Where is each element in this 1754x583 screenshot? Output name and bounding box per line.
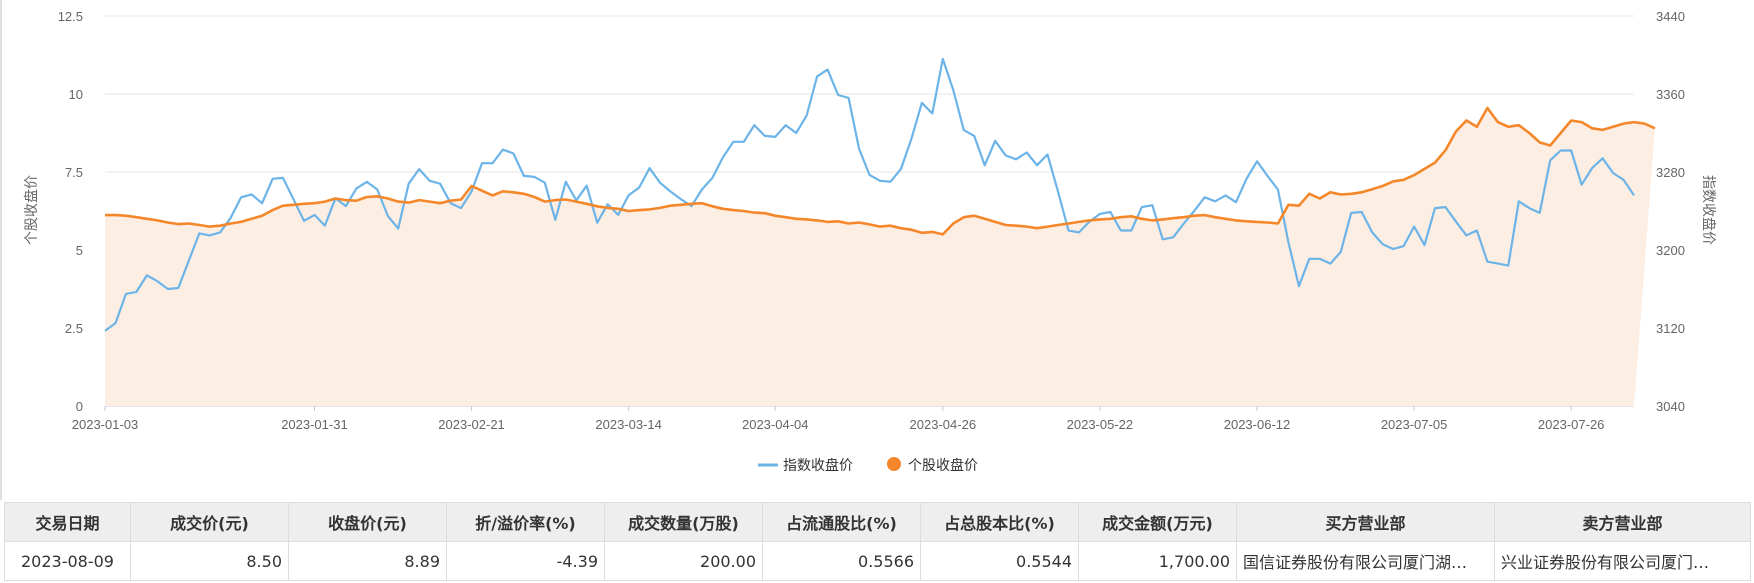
header-premium-rate[interactable]: 折/溢价率(%) [446,502,605,542]
y-left-tick-label: 7.5 [65,165,83,180]
header-deal-price[interactable]: 成交价(元) [130,502,289,542]
left-border [0,0,2,500]
price-chart: 0 3040 2.5 3120 5 3200 7.5 3280 10 3360 12.5 3440 20… [23,9,1717,474]
y-left-tick-label: 10 [69,87,83,102]
y-left-tick-label: 12.5 [58,9,83,24]
y-right-tick-label: 3280 [1656,165,1685,180]
header-volume[interactable]: 成交数量(万股) [604,502,763,542]
legend-stock-swatch [887,457,901,471]
y-left-tick-label: 0 [76,399,83,414]
table-row: 2023-08-09 8.50 8.89 -4.39 200.00 0.5566… [4,541,1751,581]
header-close-price[interactable]: 收盘价(元) [288,502,447,542]
index-line [104,57,1635,332]
cell-amount: 1,700.00 [1078,541,1237,581]
x-tick-label: 2023-01-31 [281,417,348,432]
y-left-tick-label: 5 [76,243,83,258]
axes: 0 3040 2.5 3120 5 3200 7.5 3280 10 3360 12.5 3440 20… [58,9,1685,432]
stock-area-fill [105,108,1655,406]
y-right-axis-title: 指数收盘价 [1700,175,1717,245]
cell-seller[interactable]: 兴业证券股份有限公司厦门… [1494,541,1751,581]
cell-premium-rate: -4.39 [446,541,605,581]
header-trade-date[interactable]: 交易日期 [4,502,131,542]
x-tick-label: 2023-05-22 [1067,417,1134,432]
cell-total-ratio: 0.5544 [920,541,1079,581]
y-left-tick-label: 2.5 [65,321,83,336]
cell-float-ratio: 0.5566 [762,541,921,581]
chart-canvas: 0 3040 2.5 3120 5 3200 7.5 3280 10 3360 12.5 3440 20… [23,9,1717,474]
x-tick-label: 2023-02-21 [438,417,505,432]
stock-line [105,106,1656,236]
index-series [104,57,1635,332]
y-left-axis-title: 个股收盘价 [23,175,40,245]
x-tick-label: 2023-04-04 [742,417,809,432]
header-seller: 卖方营业部 [1494,502,1751,542]
legend-item-stock[interactable]: 个股收盘价 [887,457,978,474]
x-tick-label: 2023-03-14 [595,417,662,432]
y-right-tick-label: 3040 [1656,399,1685,414]
x-tick-label: 2023-06-12 [1224,417,1291,432]
x-tick-label: 2023-04-26 [910,417,977,432]
legend: 指数收盘价 个股收盘价 [758,457,978,474]
cell-close-price: 8.89 [288,541,447,581]
x-tick-label: 2023-01-03 [72,417,139,432]
stock-series [105,106,1656,236]
y-right-tick-label: 3360 [1656,87,1685,102]
legend-item-index[interactable]: 指数收盘价 [758,457,853,474]
header-buyer: 买方营业部 [1236,502,1495,542]
cell-volume: 200.00 [604,541,763,581]
cell-deal-price: 8.50 [130,541,289,581]
x-tick-label: 2023-07-26 [1538,417,1605,432]
y-right-tick-label: 3440 [1656,9,1685,24]
legend-stock-label: 个股收盘价 [908,457,978,474]
header-total-ratio[interactable]: 占总股本比(%) [920,502,1079,542]
table-header-row: 交易日期 成交价(元) 收盘价(元) 折/溢价率(%) 成交数量(万股) 占流通… [4,502,1751,542]
stock-area [105,108,1655,406]
cell-buyer[interactable]: 国信证券股份有限公司厦门湖… [1236,541,1495,581]
cell-trade-date: 2023-08-09 [4,541,131,581]
block-trade-table: 交易日期 成交价(元) 收盘价(元) 折/溢价率(%) 成交数量(万股) 占流通… [4,502,1751,581]
header-float-ratio[interactable]: 占流通股比(%) [762,502,921,542]
y-right-tick-label: 3120 [1656,321,1685,336]
y-right-tick-label: 3200 [1656,243,1685,258]
x-tick-label: 2023-07-05 [1381,417,1448,432]
header-amount[interactable]: 成交金额(万元) [1078,502,1237,542]
legend-index-label: 指数收盘价 [783,457,853,474]
